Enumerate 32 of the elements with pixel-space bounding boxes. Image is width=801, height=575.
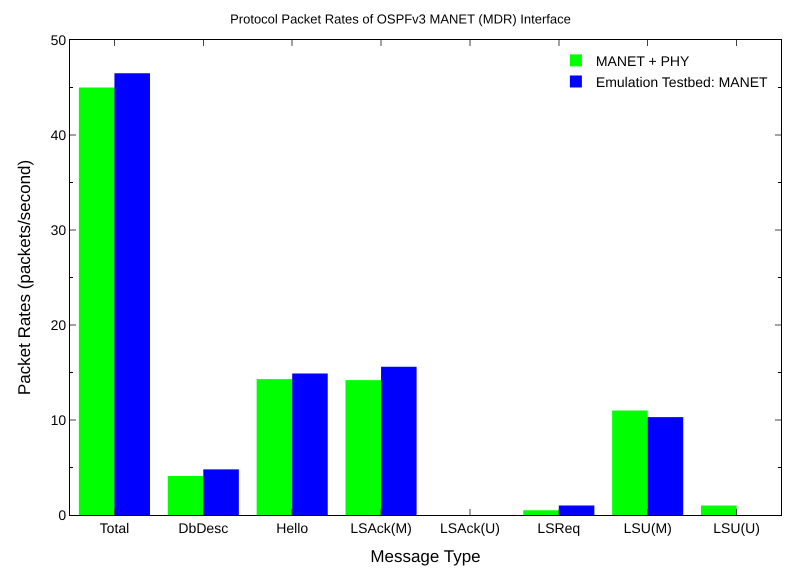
y-tick-label: 20	[50, 316, 66, 333]
bar	[203, 469, 239, 515]
bar	[612, 410, 648, 515]
x-tick-label: Hello	[276, 520, 308, 536]
y-tick-label: 30	[50, 222, 66, 238]
bar	[292, 373, 328, 515]
x-axis-title: Message Type	[370, 547, 481, 566]
legend-label: Emulation Testbed: MANET	[596, 74, 768, 90]
bar	[523, 510, 559, 515]
y-tick-label: 10	[50, 412, 66, 428]
x-tick-label: Total	[100, 520, 130, 536]
bar	[256, 379, 292, 515]
y-axis-title: Packet Rates (packets/second)	[15, 160, 34, 396]
bar	[114, 73, 150, 515]
legend-label: MANET + PHY	[596, 52, 690, 69]
bar	[168, 476, 204, 515]
x-tick-label: LSU(M)	[624, 520, 672, 536]
bar	[78, 88, 114, 515]
x-tick-label: LSAck(U)	[440, 520, 500, 536]
y-tick-label: 40	[50, 126, 66, 143]
x-tick-label: LSReq	[537, 520, 580, 536]
x-tick-label: DbDesc	[178, 520, 228, 536]
x-tick-label: LSU(U)	[713, 520, 760, 536]
x-tick-label: LSAck(M)	[350, 520, 412, 536]
bar	[558, 506, 594, 515]
bar	[381, 366, 417, 515]
chart-title: Protocol Packet Rates of OSPFv3 MANET (MDR) Interface	[230, 11, 571, 26]
bar	[701, 506, 737, 515]
y-tick-label: 50	[50, 32, 66, 48]
y-tick-label: 0	[58, 506, 66, 523]
bar	[346, 380, 382, 515]
bar	[648, 417, 684, 515]
